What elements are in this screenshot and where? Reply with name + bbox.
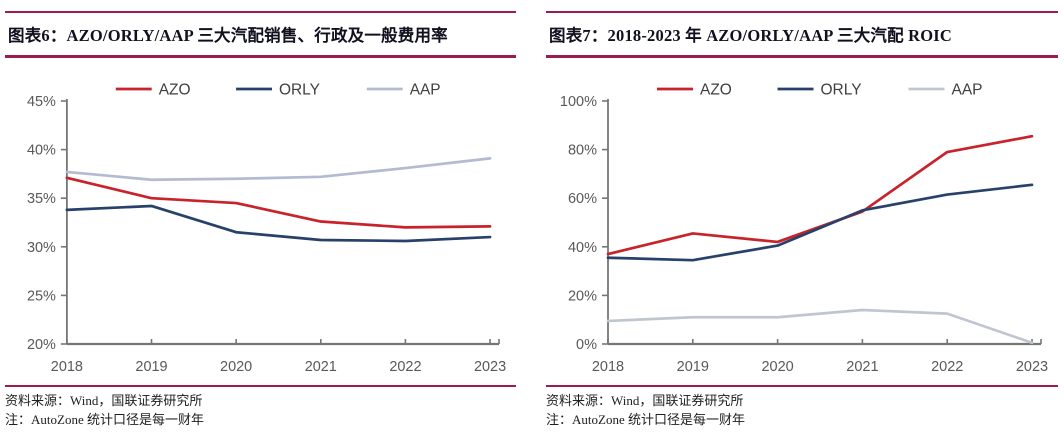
- figure6-source: 资料来源：Wind，国联证券研究所: [5, 393, 203, 408]
- figure7-panel: 图表7：2018-2023 年 AZO/ORLY/AAP 三大汽配 ROIC 0…: [532, 0, 1064, 429]
- x-tick-label: 2020: [761, 359, 793, 375]
- series-line-azo: [606, 134, 1034, 256]
- legend-label-aap: AAP: [952, 82, 983, 99]
- series-line-aap: [65, 156, 492, 182]
- figure7-note: 注：AutoZone 统计口径是每一财年: [546, 412, 745, 427]
- y-tick-label: 20%: [27, 337, 56, 353]
- figure6-line-chart: 20% 25% 30% 35% 40% 45% 2018 2019 2020 2021 2022 20…: [27, 81, 506, 375]
- y-tick-label: 100%: [560, 94, 597, 110]
- figure6-panel: 图表6：AZO/ORLY/AAP 三大汽配销售、行政及一般费用率 20% 25% 3…: [0, 0, 532, 429]
- figure7-top-rule: [546, 11, 1058, 13]
- figure6-title: 图表6：AZO/ORLY/AAP 三大汽配销售、行政及一般费用率: [8, 26, 448, 45]
- legend-label-azo: AZO: [700, 82, 732, 99]
- figure7-title-rule: [546, 55, 1058, 58]
- legend-label-orly: ORLY: [821, 82, 862, 99]
- x-tick-label: 2019: [135, 359, 167, 375]
- x-tick-label: 2019: [677, 359, 709, 375]
- figure7-source: 资料来源：Wind，国联证券研究所: [546, 393, 744, 408]
- y-tick-label: 60%: [568, 191, 597, 207]
- series-line-aap: [606, 308, 1034, 345]
- x-tick-label: 2018: [51, 359, 83, 375]
- series-line-orly: [65, 204, 492, 243]
- figure6-note: 注：AutoZone 统计口径是每一财年: [5, 412, 204, 427]
- figure7-line-chart: 0% 20% 40% 60% 80% 100% 2018 2019 2020 2021 2022 20…: [560, 82, 1048, 376]
- figure6-top-rule: [5, 11, 516, 13]
- y-tick-label: 40%: [568, 240, 597, 256]
- legend-label-aap: AAP: [410, 81, 441, 98]
- x-tick-label: 2021: [305, 359, 337, 375]
- x-tick-label: 2018: [592, 359, 624, 375]
- series-line-orly: [606, 183, 1034, 262]
- legend-label-azo: AZO: [159, 81, 191, 98]
- y-tick-label: 40%: [27, 143, 56, 159]
- series-line-azo: [65, 176, 492, 229]
- y-tick-label: 25%: [27, 288, 56, 304]
- x-tick-label: 2023: [474, 359, 506, 375]
- y-tick-label: 35%: [27, 191, 56, 207]
- x-tick-label: 2022: [389, 359, 421, 375]
- y-tick-label: 80%: [568, 143, 597, 159]
- y-tick-label: 30%: [27, 240, 56, 256]
- y-tick-label: 20%: [568, 288, 597, 304]
- y-tick-label: 0%: [576, 337, 597, 353]
- legend-label-orly: ORLY: [279, 81, 320, 98]
- figure6-title-rule: [5, 55, 516, 58]
- figure7-footer-rule: [546, 385, 1058, 387]
- x-tick-label: 2020: [220, 359, 252, 375]
- figure6-footer-rule: [5, 385, 516, 387]
- x-tick-label: 2021: [846, 359, 878, 375]
- figure7-title: 图表7：2018-2023 年 AZO/ORLY/AAP 三大汽配 ROIC: [549, 26, 953, 45]
- x-tick-label: 2023: [1016, 359, 1048, 375]
- x-tick-label: 2022: [931, 359, 963, 375]
- y-tick-label: 45%: [27, 94, 56, 110]
- report-figures-row: 图表6：AZO/ORLY/AAP 三大汽配销售、行政及一般费用率 20% 25% 3…: [0, 0, 1064, 429]
